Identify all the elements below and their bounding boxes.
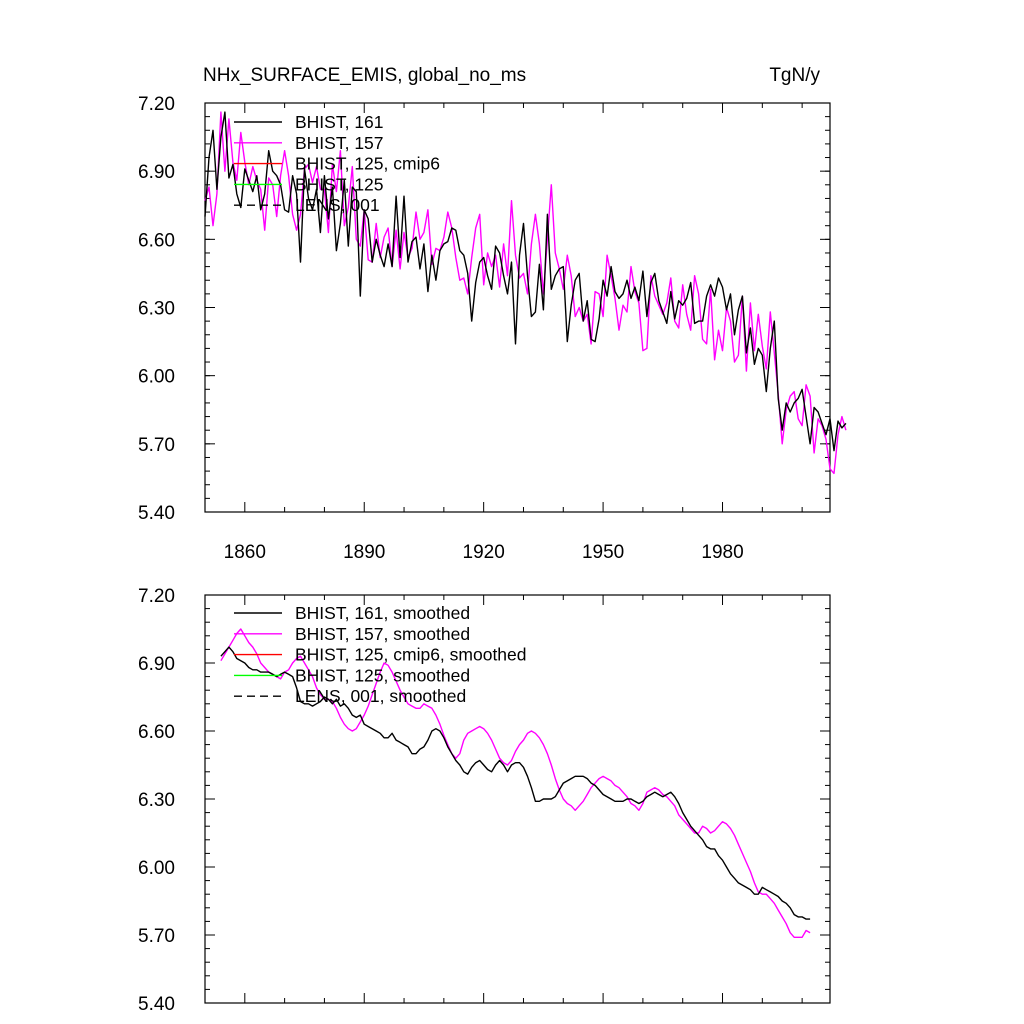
series-line: [220, 628, 811, 938]
y-tick-label: 6.00: [138, 858, 175, 879]
series-lines: [204, 111, 847, 475]
y-tick-label: 6.60: [138, 722, 175, 743]
y-tick-label: 6.00: [138, 367, 175, 388]
x-tick-label: 1980: [701, 542, 743, 563]
y-tick-label: 6.60: [138, 230, 175, 251]
series-line: [204, 111, 847, 475]
x-tick-label: 1950: [582, 542, 624, 563]
legend-label: BHIST, 125, smoothed: [295, 665, 470, 685]
y-tick-label: 6.90: [138, 654, 175, 675]
y-tick-label: 6.30: [138, 299, 175, 320]
series-line: [204, 111, 847, 452]
panel-top: 7.20 6.90 6.60 6.30 6.00 5.70 5.40 1860 1890 1920…: [138, 94, 847, 563]
legend-label: BHIST, 161: [295, 112, 384, 132]
y-tick-label: 5.40: [138, 503, 175, 524]
x-tick-label: 1890: [343, 542, 385, 563]
x-tick-label: 1920: [463, 542, 505, 563]
legend-label: BHIST, 125: [295, 174, 384, 194]
legend-label: BHIST, 161, smoothed: [295, 603, 470, 623]
x-tick-label: 1860: [224, 542, 266, 563]
y-tick-label: 6.90: [138, 162, 175, 183]
y-tick-label: 7.20: [138, 586, 175, 607]
legend-label: BHIST, 157, smoothed: [295, 624, 470, 644]
series-lines: [220, 628, 811, 938]
y-tick-label: 5.70: [138, 435, 175, 456]
panel-bottom: 7.20 6.90 6.60 6.30 6.00 5.70 5.40 BHIST, 161, …: [138, 586, 831, 1015]
y-tick-label: 5.40: [138, 994, 175, 1015]
legend-label: BHIST, 125, cmip6, smoothed: [295, 645, 527, 665]
y-tick-label: 7.20: [138, 94, 175, 115]
y-tick-label: 6.30: [138, 790, 175, 811]
legend-label: BHIST, 125, cmip6: [295, 154, 440, 174]
chart-units: TgN/y: [769, 65, 820, 86]
chart-title: NHx_SURFACE_EMIS, global_no_ms: [203, 65, 526, 86]
y-tick-label: 5.70: [138, 926, 175, 947]
legend-label: LENS, 001: [295, 195, 380, 215]
legend-label: LENS, 001, smoothed: [295, 686, 466, 706]
series-line: [220, 646, 811, 920]
legend-label: BHIST, 157: [295, 133, 384, 153]
